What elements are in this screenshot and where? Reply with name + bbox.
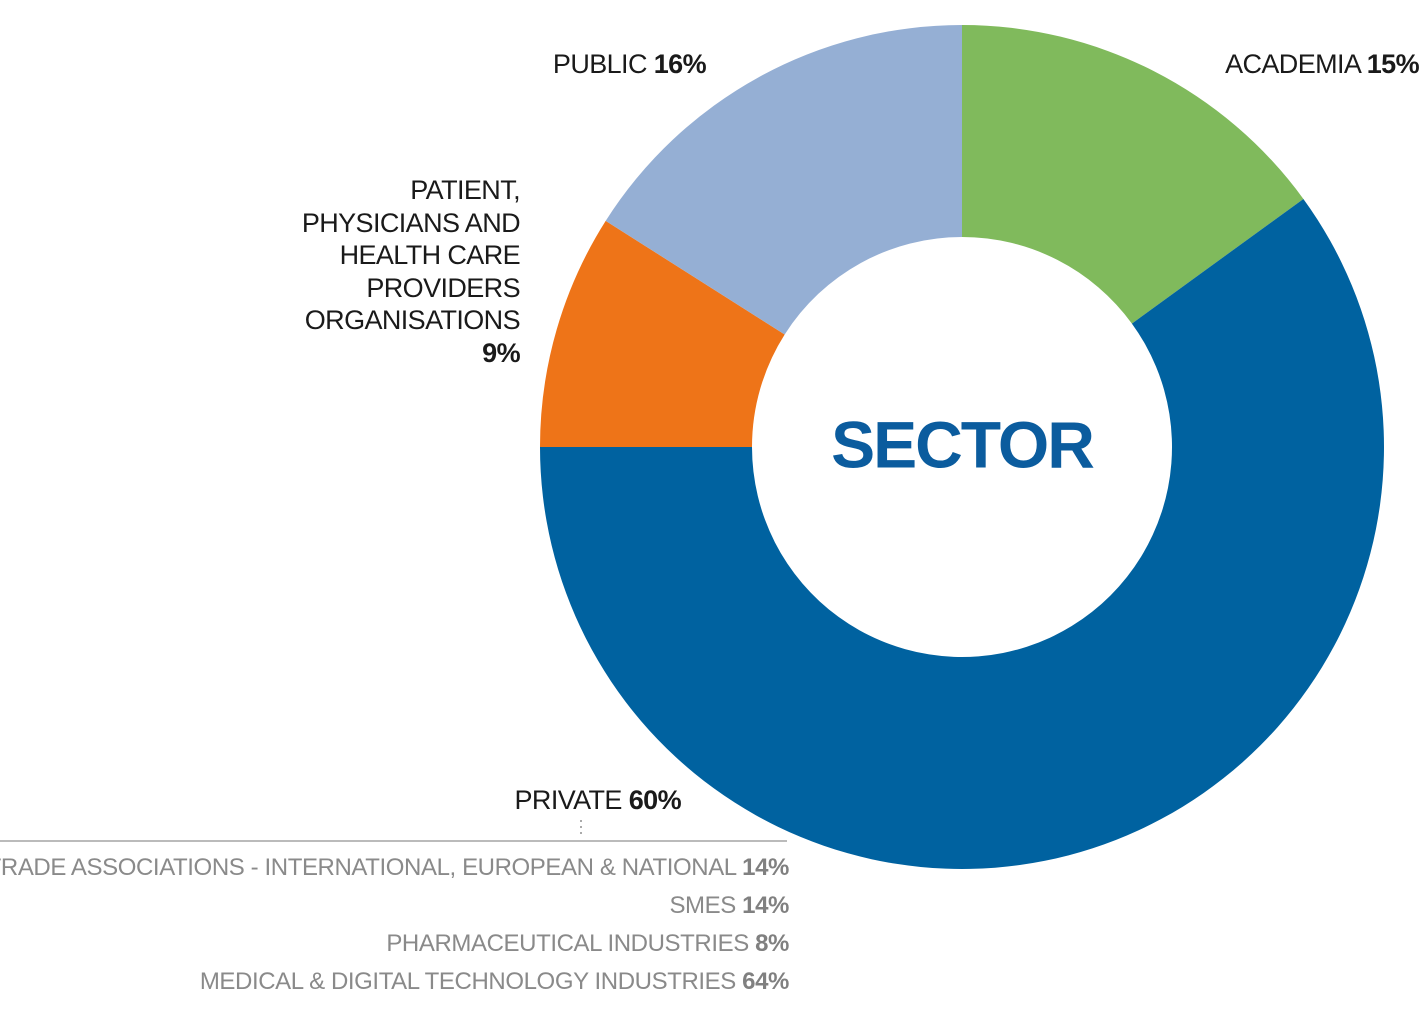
breakdown-item: SMES 14% — [669, 891, 789, 921]
segment-label: PUBLIC 16% — [552, 48, 707, 81]
segment-name: PRIVATE — [514, 785, 623, 815]
chart-title: SECTOR — [831, 407, 1094, 481]
donut-segment — [540, 198, 1384, 870]
breakdown-item: MEDICAL & DIGITAL TECHNOLOGY INDUSTRIES … — [199, 967, 790, 997]
segment-name: ACADEMIA — [1225, 49, 1360, 79]
segment-value: 16% — [653, 49, 707, 79]
breakdown-name: SMES — [669, 892, 736, 919]
breakdown-name: TRADE ASSOCIATIONS - INTERNATIONAL, EURO… — [0, 854, 736, 881]
segment-label: PATIENT, PHYSICIANS AND HEALTH CARE PROV… — [301, 174, 521, 369]
breakdown-value: 8% — [755, 930, 789, 957]
segment-value: 15% — [1366, 49, 1420, 79]
breakdown-value: 64% — [742, 968, 789, 995]
donut-segment — [605, 25, 962, 335]
segment-label: PRIVATE 60% — [514, 784, 682, 817]
segment-value: 9% — [482, 337, 520, 368]
donut-segment — [962, 25, 1304, 324]
breakdown-item: PHARMACEUTICAL INDUSTRIES 8% — [386, 929, 789, 959]
breakdown-name: MEDICAL & DIGITAL TECHNOLOGY INDUSTRIES — [199, 968, 736, 995]
segment-value: 60% — [628, 785, 682, 815]
breakdown-value: 14% — [742, 854, 789, 881]
breakdown-name: PHARMACEUTICAL INDUSTRIES — [386, 930, 749, 957]
segment-name: PUBLIC — [552, 49, 648, 79]
segment-name: PATIENT, PHYSICIANS AND HEALTH CARE PROV… — [301, 175, 521, 335]
breakdown-value: 14% — [742, 892, 789, 919]
breakdown-item: TRADE ASSOCIATIONS - INTERNATIONAL, EURO… — [0, 853, 789, 883]
segment-label: ACADEMIA 15% — [1225, 48, 1420, 81]
donut-segment — [540, 220, 785, 447]
